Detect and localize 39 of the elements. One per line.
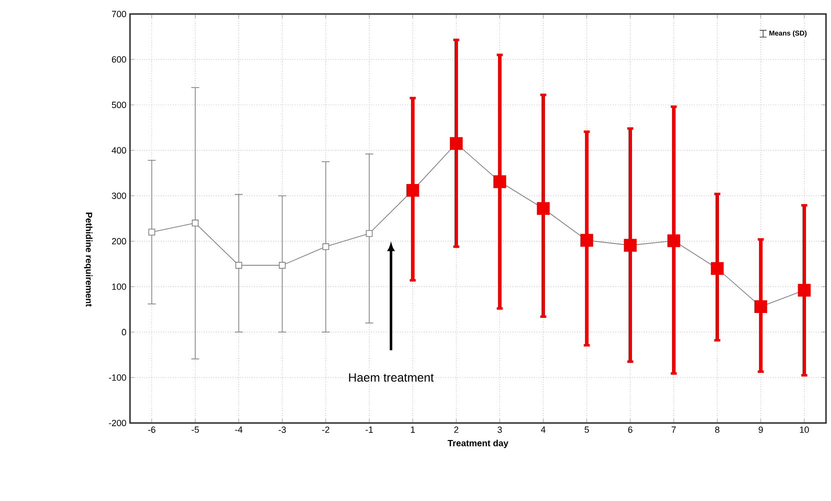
x-tick-label: 3 xyxy=(498,426,502,433)
x-tick-label: 6 xyxy=(628,426,632,433)
point xyxy=(493,175,506,188)
point xyxy=(710,262,724,275)
x-tick-label: -5 xyxy=(192,426,199,433)
x-tick-label: -3 xyxy=(278,426,286,433)
y-tick-label: 100 xyxy=(112,283,126,290)
x-tick-label: -1 xyxy=(366,426,373,433)
point xyxy=(667,234,680,248)
point xyxy=(536,202,550,215)
point xyxy=(580,234,594,247)
x-tick-label: 10 xyxy=(800,426,809,433)
point xyxy=(754,300,768,314)
point xyxy=(450,137,463,150)
x-axis-title: Treatment day xyxy=(448,440,508,448)
point xyxy=(406,184,420,197)
x-tick-label: 1 xyxy=(410,426,415,433)
y-tick-label: 300 xyxy=(112,192,126,199)
y-tick-label: 600 xyxy=(112,56,126,63)
point xyxy=(624,238,637,252)
x-tick-label: 9 xyxy=(758,426,763,433)
x-tick-label: 4 xyxy=(540,426,546,433)
y-tick-label: 200 xyxy=(112,238,126,244)
x-tick-label: -4 xyxy=(235,426,242,433)
x-tick-label: 5 xyxy=(584,426,589,433)
x-tick-label: -2 xyxy=(322,426,330,433)
y-tick-label: 500 xyxy=(112,102,126,108)
y-tick-label: 700 xyxy=(112,10,126,18)
point xyxy=(798,284,811,297)
x-tick-label: 7 xyxy=(672,426,676,433)
y-tick-label: 400 xyxy=(112,147,126,154)
y-axis-title: Pethidine requirement xyxy=(84,212,92,307)
y-tick-label: 0 xyxy=(122,328,126,336)
y-tick-label: -100 xyxy=(108,374,126,381)
x-tick-label: -6 xyxy=(148,426,156,433)
annotation: Haem treatment xyxy=(349,373,434,382)
x-tick-label: 8 xyxy=(715,426,720,433)
x-tick-label: 2 xyxy=(454,426,458,433)
y-tick-label: -200 xyxy=(108,420,126,426)
